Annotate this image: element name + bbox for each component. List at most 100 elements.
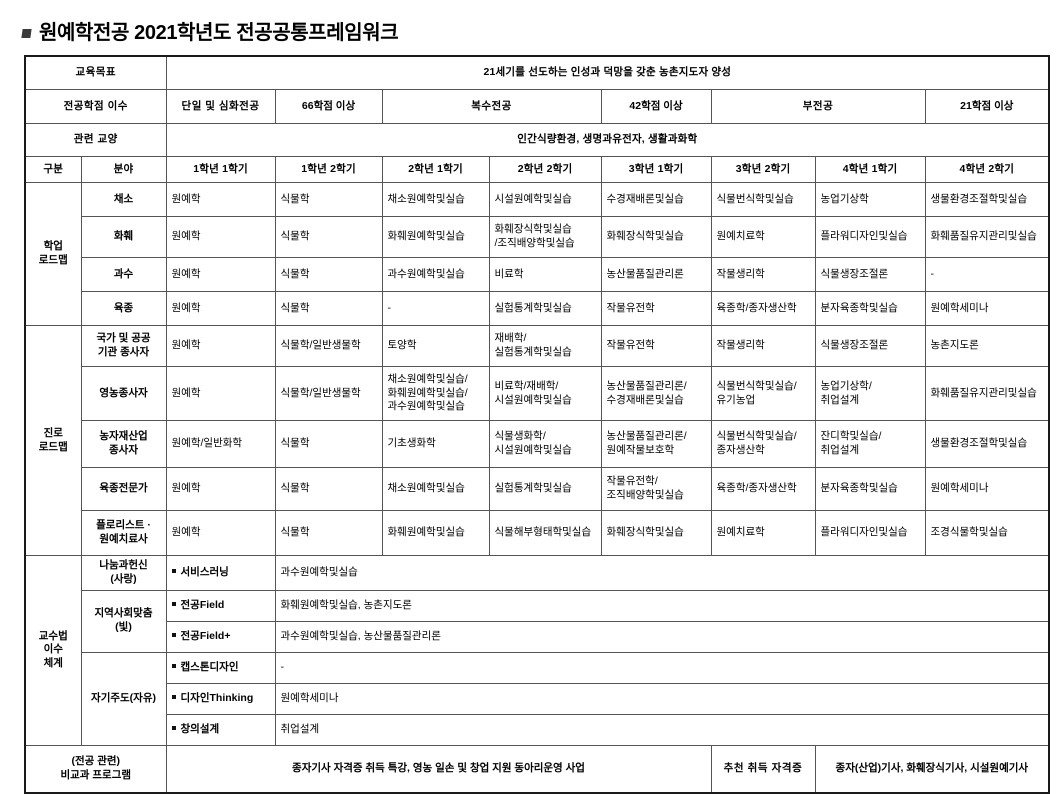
area-label-fruit: 과수 bbox=[80, 257, 167, 292]
course-cell: 원예학세미나 bbox=[924, 291, 1050, 326]
pedagogy-group-sharing: 나눔과헌신(사랑) bbox=[80, 555, 167, 591]
pedagogy-method-capstone: 캡스톤디자인 bbox=[165, 651, 276, 684]
column-header-area: 분야 bbox=[80, 156, 167, 183]
column-header-y3s2: 3학년 2학기 bbox=[710, 156, 816, 183]
table-row: 전공Field+ 과수원예학및실습, 농산물품질관리론 bbox=[25, 620, 1050, 653]
course-cell: 원예학 bbox=[165, 257, 276, 292]
table-row: 육종 원예학 식물학 - 실험통계학및실습 작물유전학 육종학/종자생산학 분자… bbox=[25, 291, 1050, 326]
column-header-division: 구분 bbox=[24, 156, 82, 183]
course-cell: 원예학/일반화학 bbox=[165, 420, 276, 468]
area-label-flower: 화훼 bbox=[80, 216, 167, 258]
major-credits-label: 전공학점 이수 bbox=[24, 89, 167, 124]
course-cell: 농산물품질관리론 bbox=[600, 257, 712, 292]
bullet-icon bbox=[171, 663, 176, 668]
course-cell: 식물학 bbox=[274, 291, 383, 326]
course-cell: 원예치료학 bbox=[710, 510, 816, 556]
career-label-agri-materials: 농자재산업 종사자 bbox=[80, 420, 167, 468]
course-cell: 화훼품질유지관리및실습 bbox=[924, 216, 1050, 258]
course-cell: 플라워디자인및실습 bbox=[814, 510, 926, 556]
course-cell: 원예학 bbox=[165, 467, 276, 511]
section-label-pedagogy: 교수법 이수 체계 bbox=[24, 555, 82, 746]
pedagogy-method-design-thinking: 디자인Thinking bbox=[165, 682, 276, 715]
table-row: 학업 로드맵 채소 원예학 식물학 채소원예학및실습 시설원예학및실습 수경재배… bbox=[24, 182, 1050, 326]
pedagogy-course-service-learning: 과수원예학및실습 bbox=[274, 555, 1050, 591]
framework-page: 원예학전공 2021학년도 전공공통프레임워크 교육목표 21세기를 선도하는 … bbox=[21, 22, 1051, 794]
education-goal-label: 교육목표 bbox=[24, 55, 167, 90]
course-cell: 비료학 bbox=[488, 257, 602, 292]
extracurricular-label: (전공 관련) 비교과 프로그램 bbox=[24, 744, 167, 794]
course-cell: 식물학 bbox=[274, 420, 383, 468]
course-cell: 실험통계학및실습 bbox=[488, 467, 602, 511]
liberal-arts-value: 인간식량환경, 생명과유전자, 생활과화학 bbox=[165, 123, 1050, 157]
course-cell: 식물생장조절론 bbox=[814, 325, 926, 367]
course-cell: 분자육종학및실습 bbox=[814, 291, 926, 326]
table-column-header-row: 구분 분야 1학년 1학기 1학년 2학기 2학년 1학기 2학년 2학기 3학… bbox=[24, 156, 1050, 183]
column-header-y1s1: 1학년 1학기 bbox=[165, 156, 276, 183]
course-cell: 식물번식학및실습/ 종자생산학 bbox=[710, 420, 816, 468]
course-cell: 원예치료학 bbox=[710, 216, 816, 258]
course-cell: 화훼장식학및실습 bbox=[600, 510, 712, 556]
pedagogy-method-major-field-plus: 전공Field+ bbox=[165, 620, 276, 653]
course-cell: 화훼장식학및실습 /조직배양학및실습 bbox=[488, 216, 602, 258]
course-cell: 생물환경조절학및실습 bbox=[924, 420, 1050, 468]
course-cell: 작물유전학/ 조직배양학및실습 bbox=[600, 467, 712, 511]
area-label-breeding: 육종 bbox=[80, 291, 167, 326]
table-row: 농자재산업 종사자 원예학/일반화학 식물학 기초생화학 식물생화학/ 시설원예… bbox=[25, 420, 1050, 468]
course-cell: 농업기상학/ 취업설계 bbox=[814, 366, 926, 421]
table-row: 플로리스트 · 원예치료사 원예학 식물학 화훼원예학및실습 식물해부형태학및실… bbox=[25, 510, 1050, 556]
credit-value-double: 42학점 이상 bbox=[600, 89, 712, 124]
course-cell: 농산물품질관리론/ 원예작물보호학 bbox=[600, 420, 712, 468]
course-cell: 화훼원예학및실습 bbox=[381, 510, 490, 556]
table-row: 육종전문가 원예학 식물학 채소원예학및실습 실험통계학및실습 작물유전학/ 조… bbox=[25, 467, 1050, 511]
liberal-arts-label: 관련 교양 bbox=[24, 123, 167, 157]
table-row: 진로 로드맵 국가 및 공공 기관 종사자 원예학 식물학/일반생물학 토양학 … bbox=[24, 325, 1050, 556]
course-cell: - bbox=[381, 291, 490, 326]
table-row: 창의설계 취업설계 bbox=[25, 713, 1050, 746]
recommended-cert-value: 종자(산업)기사, 화훼장식기사, 시설원예기사 bbox=[814, 744, 1050, 794]
credit-value-minor: 21학점 이상 bbox=[924, 89, 1050, 124]
course-cell: 화훼품질유지관리및실습 bbox=[924, 366, 1050, 421]
course-cell: 식물학 bbox=[274, 216, 383, 258]
course-cell: 식물학 bbox=[274, 467, 383, 511]
table-row: 과수 원예학 식물학 과수원예학및실습 비료학 농산물품질관리론 작물생리학 식… bbox=[25, 257, 1050, 292]
course-cell: 과수원예학및실습 bbox=[381, 257, 490, 292]
column-header-y1s2: 1학년 2학기 bbox=[274, 156, 383, 183]
course-cell: 원예학세미나 bbox=[924, 467, 1050, 511]
column-header-y3s1: 3학년 1학기 bbox=[600, 156, 712, 183]
table-row: 디자인Thinking 원예학세미나 bbox=[25, 682, 1050, 715]
course-cell: 원예학 bbox=[165, 182, 276, 217]
liberal-arts-row: 관련 교양 인간식량환경, 생명과유전자, 생활과화학 bbox=[24, 123, 1050, 157]
table-row: 영농종사자 원예학 식물학/일반생물학 채소원예학및실습/ 화훼원예학및실습/ … bbox=[25, 366, 1050, 421]
section-label-academic-roadmap: 학업 로드맵 bbox=[24, 182, 82, 326]
pedagogy-course-creative-design: 취업설계 bbox=[274, 713, 1050, 746]
recommended-cert-label: 추천 취득 자격증 bbox=[710, 744, 816, 794]
pedagogy-method-label: 캡스톤디자인 bbox=[180, 660, 239, 673]
course-cell: 작물생리학 bbox=[710, 325, 816, 367]
pedagogy-course-design-thinking: 원예학세미나 bbox=[274, 682, 1050, 715]
course-cell: 토양학 bbox=[381, 325, 490, 367]
bullet-icon bbox=[171, 632, 176, 637]
course-cell: 기초생화학 bbox=[381, 420, 490, 468]
education-goal-value: 21세기를 선도하는 인성과 덕망을 갖춘 농촌지도자 양성 bbox=[165, 55, 1050, 90]
course-cell: 작물유전학 bbox=[600, 325, 712, 367]
pedagogy-method-label: 전공Field bbox=[180, 598, 225, 611]
course-cell: 생물환경조절학및실습 bbox=[924, 182, 1050, 217]
pedagogy-method-label: 서비스러닝 bbox=[180, 565, 229, 578]
pedagogy-method-label: 창의설계 bbox=[180, 722, 220, 735]
career-label-florist: 플로리스트 · 원예치료사 bbox=[80, 510, 167, 556]
column-header-y4s1: 4학년 1학기 bbox=[814, 156, 926, 183]
course-cell: 농촌지도론 bbox=[924, 325, 1050, 367]
course-cell: 채소원예학및실습 bbox=[381, 182, 490, 217]
course-cell: 잔디학및실습/ 취업설계 bbox=[814, 420, 926, 468]
course-cell: 실험통계학및실습 bbox=[488, 291, 602, 326]
table-row: 지역사회맞춤(빛) 전공Field 화훼원예학및실습, 농촌지도론 bbox=[25, 589, 1050, 653]
course-cell: 화훼원예학및실습 bbox=[381, 216, 490, 258]
course-cell: 농산물품질관리론/ 수경재배론및실습 bbox=[600, 366, 712, 421]
pedagogy-method-label: 전공Field+ bbox=[180, 629, 231, 642]
pedagogy-course-capstone: - bbox=[274, 651, 1050, 684]
section-label-career-roadmap: 진로 로드맵 bbox=[24, 325, 82, 556]
course-cell: 원예학 bbox=[165, 366, 276, 421]
bullet-icon bbox=[171, 568, 176, 573]
pedagogy-course-major-field-plus: 과수원예학및실습, 농산물품질관리론 bbox=[274, 620, 1050, 653]
column-header-y2s1: 2학년 1학기 bbox=[381, 156, 490, 183]
